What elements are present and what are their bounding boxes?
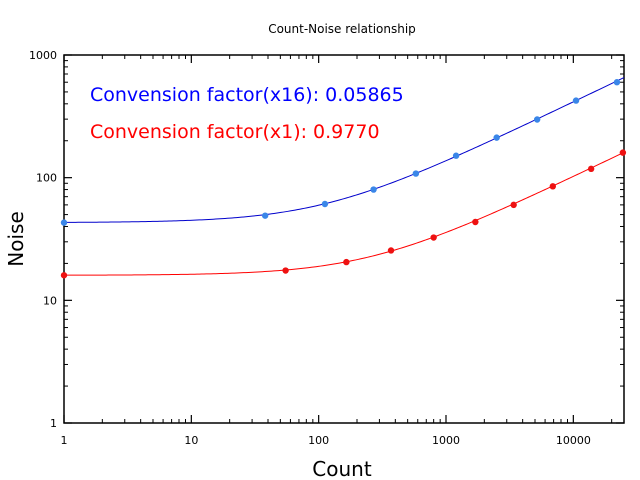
y-tick-label: 10	[43, 294, 57, 307]
data-point-x1	[510, 201, 517, 209]
x-tick-label: 1000	[432, 434, 460, 447]
data-point-x1	[60, 272, 68, 279]
axes: 1 10 100 1000 10000 1 10 100 1000	[29, 49, 625, 447]
y-tick-label: 1	[50, 417, 57, 430]
data-point-x1	[472, 218, 479, 226]
data-point-x16	[412, 170, 420, 177]
fit-curve-x16	[63, 77, 625, 223]
data-point-x16	[321, 200, 329, 208]
data-point-x1	[343, 258, 350, 266]
annotation-x16: Convension factor(x16): 0.05865	[90, 84, 404, 106]
x-tick-label: 10000	[556, 434, 591, 447]
plot-frame	[63, 54, 625, 424]
data-point-x16	[370, 186, 377, 193]
data-point-x16	[572, 97, 580, 104]
y-tick-label: 100	[36, 172, 57, 185]
x-tick-label: 10	[184, 434, 198, 447]
data-point-x16	[261, 212, 269, 219]
data-point-x16	[493, 134, 500, 141]
x-tick-label: 100	[308, 434, 329, 447]
data-point-x1	[430, 234, 437, 241]
data-point-x1	[549, 183, 557, 190]
data-point-x16	[452, 152, 460, 159]
chart-title: Count-Noise relationship	[268, 22, 416, 36]
fit-curve-x1	[63, 151, 625, 276]
data-markers	[60, 79, 627, 279]
y-tick-label: 1000	[29, 49, 57, 62]
data-point-x16	[613, 79, 621, 86]
y-axis-label: Noise	[4, 211, 28, 266]
data-point-x16	[60, 219, 68, 226]
x-tick-label: 1	[61, 434, 68, 447]
x-axis-label: Count	[312, 457, 372, 480]
data-point-x1	[387, 247, 395, 254]
fit-curves	[63, 77, 625, 276]
data-point-x1	[282, 267, 289, 274]
data-point-x16	[533, 116, 541, 123]
annotation-x1: Convension factor(x1): 0.9770	[90, 121, 380, 143]
data-point-x1	[619, 149, 627, 156]
data-point-x1	[587, 165, 595, 173]
